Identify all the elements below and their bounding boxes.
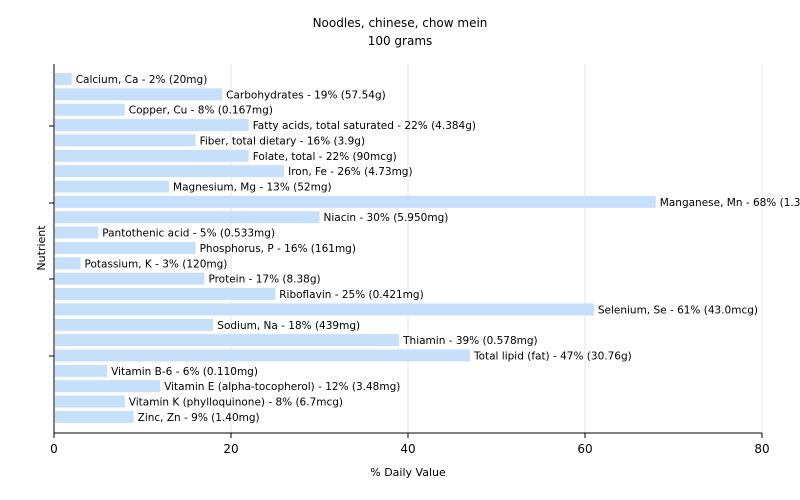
bar xyxy=(55,195,656,208)
bar-label: Niacin - 30% (5.950mg) xyxy=(324,212,449,224)
axes: 0 20 40 60 80 xyxy=(49,64,770,456)
bar-label: Pantothenic acid - 5% (0.533mg) xyxy=(102,228,275,240)
bar xyxy=(55,395,125,408)
bar xyxy=(55,410,134,423)
bar xyxy=(55,364,108,377)
x-tick-label: 80 xyxy=(754,442,769,456)
bar-label: Folate, total - 22% (90mcg) xyxy=(253,151,397,163)
bar-label: Fatty acids, total saturated - 22% (4.38… xyxy=(253,120,476,132)
bar xyxy=(55,211,320,224)
bar xyxy=(55,349,470,362)
bar-label: Phosphorus, P - 16% (161mg) xyxy=(200,243,356,255)
x-tick-label: 20 xyxy=(223,442,238,456)
bar xyxy=(55,241,196,254)
grid-lines xyxy=(230,64,763,433)
bar-label: Thiamin - 39% (0.578mg) xyxy=(402,335,538,347)
bar xyxy=(55,272,205,285)
bar-label: Magnesium, Mg - 13% (52mg) xyxy=(173,182,332,194)
bar-label: Iron, Fe - 26% (4.73mg) xyxy=(288,166,412,178)
bar-label: Vitamin E (alpha-tocopherol) - 12% (3.48… xyxy=(164,381,400,393)
x-tick-label: 60 xyxy=(577,442,592,456)
bar-label: Total lipid (fat) - 47% (30.76g) xyxy=(473,350,632,362)
chart-title: Noodles, chinese, chow mein xyxy=(313,16,488,30)
bar-label: Sodium, Na - 18% (439mg) xyxy=(217,320,360,332)
bar-label: Riboflavin - 25% (0.421mg) xyxy=(279,289,423,301)
bar xyxy=(55,334,400,347)
bar xyxy=(55,257,81,270)
x-axis-label: % Daily Value xyxy=(370,466,446,479)
chart-subtitle: 100 grams xyxy=(368,34,433,48)
bar xyxy=(55,318,214,331)
bars: Calcium, Ca - 2% (20mg) Carbohydrates - 1… xyxy=(55,73,800,424)
bar-label: Selenium, Se - 61% (43.0mcg) xyxy=(598,304,758,316)
bar-label: Vitamin K (phylloquinone) - 8% (6.7mcg) xyxy=(129,397,343,409)
bar-label: Fiber, total dietary - 16% (3.9g) xyxy=(200,135,365,147)
bar xyxy=(55,226,99,239)
bar xyxy=(55,88,223,101)
bar-label: Carbohydrates - 19% (57.54g) xyxy=(226,89,386,101)
bar xyxy=(55,73,72,85)
bar xyxy=(55,149,249,162)
bar xyxy=(55,288,276,301)
x-tick-label: 40 xyxy=(400,442,415,456)
bar xyxy=(55,103,125,116)
bar xyxy=(55,380,161,393)
bar xyxy=(55,303,594,316)
bar-label: Manganese, Mn - 68% (1.357mg) xyxy=(660,197,800,209)
bar-label: Protein - 17% (8.38g) xyxy=(208,274,320,286)
bar-label: Calcium, Ca - 2% (20mg) xyxy=(76,74,208,86)
bar xyxy=(55,180,170,193)
bar-label: Copper, Cu - 8% (0.167mg) xyxy=(129,105,273,117)
bar-label: Vitamin B-6 - 6% (0.110mg) xyxy=(111,366,258,378)
bar-label: Zinc, Zn - 9% (1.40mg) xyxy=(138,412,260,424)
bar-label: Potassium, K - 3% (120mg) xyxy=(85,258,228,270)
x-tick-label: 0 xyxy=(50,442,58,456)
bar xyxy=(55,134,196,147)
bar xyxy=(55,165,285,178)
y-axis-label: Nutrient xyxy=(35,225,48,271)
bar xyxy=(55,119,249,132)
